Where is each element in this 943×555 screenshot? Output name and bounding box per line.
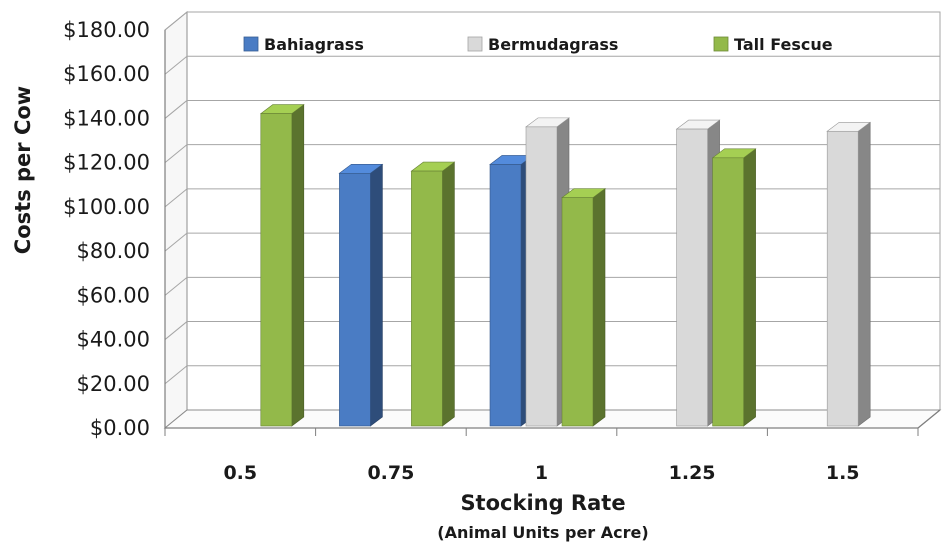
bar-side [291,103,305,427]
gridline-side [164,11,188,31]
bar-side [370,163,383,427]
legend-label: Tall Fescue [734,35,833,54]
bar-tall-fescue [712,157,744,427]
gridline-side [164,276,188,296]
bar-side [857,121,871,427]
bar-bermudagrass [826,130,859,427]
bar-side [743,148,756,427]
y-tick-label: $80.00 [77,239,150,263]
y-tick-label: $160.00 [63,62,150,86]
legend-swatch [467,36,483,52]
y-tick-label: $0.00 [90,416,150,440]
y-tick-label: $140.00 [63,106,150,130]
x-axis-title: Stocking Rate [460,491,625,515]
bar-side [592,188,606,427]
y-tick-label: $180.00 [63,18,150,42]
x-tick-label: 1 [535,462,548,484]
legend-label: Bermudagrass [488,35,618,54]
gridline-side [164,321,188,340]
y-tick-label: $20.00 [77,372,150,396]
bar-tall-fescue [411,170,443,427]
bar-bahiagrass [489,164,522,427]
x-tick-label: 1.25 [669,462,716,484]
y-axis-title: Costs per Cow [11,86,35,254]
x-axis-subtitle: (Animal Units per Acre) [437,523,648,542]
bar-side [442,161,455,427]
y-tick-label: $40.00 [77,328,150,352]
gridline-side [164,232,188,252]
plot-side-wall [164,10,188,430]
x-tick-label: 0.75 [367,462,414,484]
y-tick-label: $100.00 [63,195,150,219]
bar-tall-fescue [260,113,293,427]
legend-label: Bahiagrass [264,35,364,54]
gridline-side [164,365,188,385]
bar-bahiagrass [339,173,371,427]
legend-swatch [713,36,729,52]
x-tick-label: 1.5 [826,462,860,484]
bar-tall-fescue [561,197,594,427]
y-tick-label: $120.00 [63,151,150,175]
bar-bermudagrass [676,128,708,427]
gridline-side [164,100,188,119]
gridline-side [164,144,188,164]
x-axis-corner [917,409,941,429]
gridline-side [164,55,188,75]
bar-bermudagrass [525,126,558,427]
gridline-side [164,188,188,208]
legend-swatch [243,36,259,52]
x-tick-label: 0.5 [223,462,257,484]
y-tick-label: $60.00 [77,283,150,307]
